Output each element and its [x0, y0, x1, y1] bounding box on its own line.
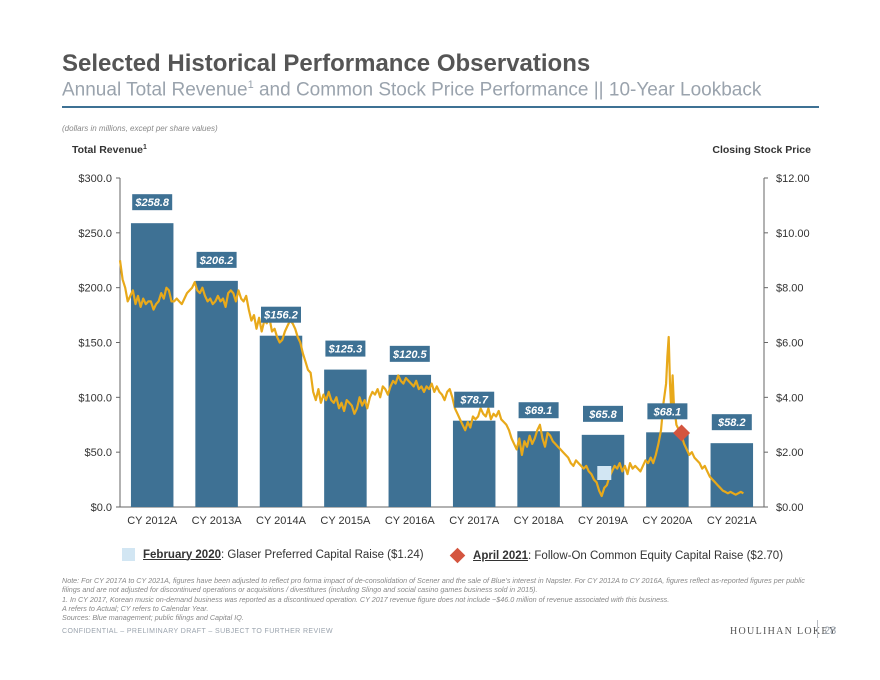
- footer-divider: [817, 620, 818, 638]
- legend-item-preferred-raise: February 2020: Glaser Preferred Capital …: [122, 548, 424, 561]
- legend-item2-date: April 2021: [473, 549, 529, 562]
- bar-data-label-bg: [583, 405, 623, 422]
- left-tick-label: $200.0: [78, 283, 112, 295]
- brand-logo: HOULIHAN LOKEY: [730, 626, 838, 637]
- subtitle-main: Annual Total Revenue: [62, 79, 248, 101]
- left-axis-title: Total Revenue1: [72, 144, 147, 156]
- page-subtitle: Annual Total Revenue1 and Common Stock P…: [62, 79, 761, 101]
- bar-data-label-bg: [454, 391, 495, 408]
- left-axis-title-text: Total Revenue: [72, 144, 143, 156]
- left-axis-title-sup: 1: [143, 144, 147, 151]
- bar-data-label: $78.7: [454, 391, 495, 408]
- bar-data-label-text: $156.2: [263, 310, 298, 322]
- x-tick-label: CY 2013A: [192, 515, 243, 527]
- right-tick-label: $12.00: [776, 173, 810, 185]
- legend-diamond-icon: [449, 547, 466, 564]
- right-axis-title: Closing Stock Price: [712, 144, 811, 156]
- right-tick-label: $8.00: [776, 283, 804, 295]
- right-tick-label: $10.00: [776, 228, 810, 240]
- note-line-4: Sources: Blue management; public filings…: [62, 613, 244, 623]
- revenue-bar: [452, 420, 496, 507]
- bar-data-label-text: $258.8: [134, 197, 170, 209]
- note-line-1: Note: For CY 2017A to CY 2021A, figures …: [62, 576, 805, 595]
- bar-data-label-bg: [389, 345, 430, 362]
- legend-item-equity-raise: April 2021: Follow-On Common Equity Capi…: [449, 547, 784, 564]
- x-tick-label: CY 2014A: [256, 515, 307, 527]
- revenue-bar: [324, 369, 367, 507]
- x-tick-label: CY 2018A: [514, 515, 565, 527]
- legend: February 2020: Glaser Preferred Capital …: [122, 547, 784, 564]
- equity-raise-marker: [673, 424, 691, 442]
- left-tick-label: $250.0: [78, 228, 112, 240]
- revenue-bar: [259, 335, 303, 507]
- left-tick-label: $300.0: [78, 173, 112, 185]
- legend-item2-text: : Follow-On Common Equity Capital Raise …: [528, 549, 784, 562]
- bar-data-label-bg: [711, 414, 752, 431]
- bar-data-label-text: $68.1: [653, 406, 682, 418]
- bar-data-label: $125.3: [325, 340, 366, 357]
- revenue-bar: [195, 280, 238, 507]
- bar-data-label-text: $69.1: [524, 405, 553, 417]
- legend-square-icon: [122, 548, 135, 561]
- right-tick-label: $6.00: [776, 338, 804, 350]
- bar-data-label-bg: [261, 306, 301, 323]
- revenue-bar: [388, 374, 432, 507]
- units-note: (dollars in millions, except per share v…: [62, 124, 218, 133]
- revenue-stock-chart: Total Revenue1 Closing Stock Price $0.0 $…: [72, 144, 811, 527]
- x-tick-label: CY 2021A: [707, 515, 758, 527]
- bar-data-label-text: $65.8: [588, 409, 617, 421]
- legend-item1-text: : Glaser Preferred Capital Raise ($1.24): [221, 548, 424, 561]
- bar-data-label: $258.8: [132, 194, 173, 211]
- subtitle-rest: and Common Stock Price Performance || 10…: [253, 79, 762, 101]
- preferred-raise-marker: [597, 466, 612, 481]
- revenue-bar: [710, 443, 754, 507]
- x-tick-label: CY 2019A: [578, 515, 629, 527]
- title-rule: [62, 106, 819, 108]
- page-number: 28: [824, 625, 837, 637]
- x-tick-label: CY 2012A: [127, 515, 178, 527]
- legend-item1-date: February 2020: [143, 548, 221, 561]
- page-title: Selected Historical Performance Observat…: [62, 50, 591, 77]
- bar-data-label: $69.1: [518, 402, 559, 419]
- x-labels-group: CY 2012A CY 2013A CY 2014A CY 2015A CY 2016A…: [127, 515, 757, 527]
- bar-data-label: $120.5: [389, 345, 430, 362]
- confidential-notice: CONFIDENTIAL – PRELIMINARY DRAFT – SUBJE…: [62, 628, 333, 635]
- right-tick-label: $2.00: [776, 447, 804, 459]
- bar-data-label-bg: [647, 403, 688, 420]
- stock-line-group: [118, 260, 744, 498]
- bar-data-label-bg: [518, 402, 559, 419]
- bar-data-label-bg: [325, 340, 366, 357]
- bar-labels-group: $258.8 $206.2 $156.2 $125.3 $120.5 $78.7 $69.1…: [132, 194, 752, 431]
- revenue-bar: [646, 432, 689, 507]
- bar-data-label-text: $125.3: [328, 344, 363, 356]
- subtitle-footnote-ref: 1: [247, 79, 254, 91]
- bar-data-label: $156.2: [261, 306, 301, 323]
- left-tick-label: $100.0: [78, 392, 112, 404]
- bar-data-label: $65.8: [583, 405, 623, 422]
- bar-data-label: $68.1: [647, 403, 688, 420]
- note-line-3: A refers to Actual; CY refers to Calenda…: [62, 603, 209, 613]
- markers-group: [597, 424, 691, 481]
- stock-price-line: [118, 260, 744, 498]
- footnotes: Note: For CY 2017A to CY 2021A, figures …: [62, 576, 822, 622]
- revenue-bar: [130, 223, 174, 507]
- bar-data-label-bg: [132, 194, 173, 211]
- bar-data-label-text: $58.2: [717, 417, 746, 429]
- bar-data-label: $58.2: [711, 414, 752, 431]
- bar-data-label-text: $120.5: [392, 349, 428, 361]
- bar-data-label-text: $78.7: [459, 395, 488, 407]
- left-tick-label: $0.0: [91, 502, 112, 514]
- x-tick-label: CY 2017A: [449, 515, 500, 527]
- x-tick-label: CY 2016A: [385, 515, 436, 527]
- right-tick-label: $4.00: [776, 392, 804, 404]
- right-tick-label: $0.00: [776, 502, 804, 514]
- left-tick-label: $150.0: [78, 338, 112, 350]
- left-tick-label: $50.0: [84, 447, 112, 459]
- x-tick-label: CY 2015A: [320, 515, 371, 527]
- bar-data-label: $206.2: [196, 251, 237, 268]
- bar-data-label-bg: [196, 251, 237, 268]
- x-tick-label: CY 2020A: [642, 515, 693, 527]
- note-line-2: 1. In CY 2017, Korean music on-demand bu…: [62, 594, 670, 604]
- bar-data-label-text: $206.2: [199, 255, 234, 267]
